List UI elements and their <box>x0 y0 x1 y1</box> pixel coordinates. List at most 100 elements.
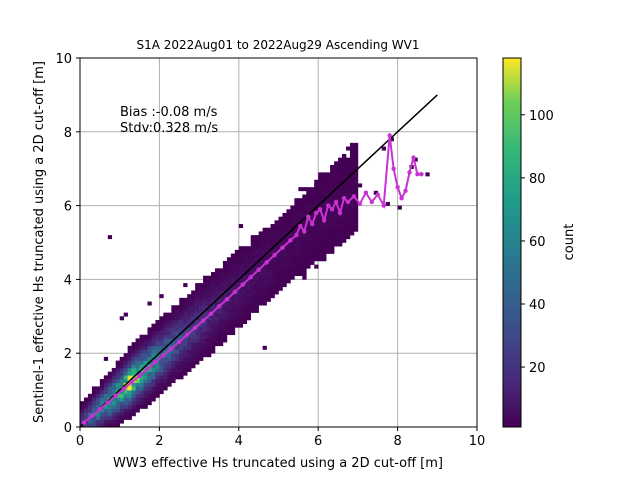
heatmap-cell <box>135 404 140 409</box>
heatmap-cell <box>191 349 196 354</box>
heatmap-cell <box>195 334 200 339</box>
heatmap-cell <box>139 401 144 406</box>
heatmap-cell <box>175 349 180 354</box>
mean-curve-point <box>192 325 198 330</box>
heatmap-cell <box>254 275 259 280</box>
heatmap-cell <box>131 353 136 358</box>
heatmap-cell <box>111 412 117 417</box>
heatmap-cell <box>306 242 311 247</box>
heatmap-cell <box>349 183 355 188</box>
heatmap-cell <box>310 249 315 254</box>
mean-curve-point <box>121 386 126 392</box>
heatmap-cell <box>147 367 152 372</box>
heatmap-cell <box>167 327 172 332</box>
heatmap-cell <box>294 220 299 225</box>
heatmap-cell <box>222 279 228 284</box>
heatmap-cell <box>167 319 172 324</box>
heatmap-cell <box>250 249 255 254</box>
heatmap-cell <box>298 260 303 265</box>
heatmap-cell <box>242 294 248 299</box>
heatmap-cell <box>345 194 351 199</box>
heatmap-cell <box>119 379 124 384</box>
heatmap-cell <box>135 408 140 413</box>
heatmap-cell <box>203 334 208 339</box>
heatmap-cell <box>334 190 339 195</box>
heatmap-cell <box>326 172 331 177</box>
heatmap-cell <box>175 360 180 365</box>
heatmap-cell <box>175 371 180 376</box>
heatmap-cell <box>302 268 307 273</box>
heatmap-cell <box>413 157 418 162</box>
heatmap-cell <box>211 319 216 324</box>
heatmap-cell <box>278 272 283 277</box>
heatmap-cell <box>262 231 267 236</box>
heatmap-cell <box>274 220 279 225</box>
heatmap-cell <box>191 297 196 302</box>
heatmap-cell <box>254 283 259 288</box>
heatmap-cell <box>306 231 311 236</box>
heatmap-cell <box>282 257 287 262</box>
heatmap-cell <box>143 397 148 402</box>
mean-curve-point <box>240 282 245 287</box>
heatmap-cell <box>123 401 128 406</box>
heatmap-cell <box>111 404 117 409</box>
heatmap-cell <box>123 404 128 409</box>
heatmap-cell <box>214 316 220 321</box>
heatmap-cell <box>298 227 303 232</box>
colorbar-tick-label: 80 <box>529 172 546 187</box>
heatmap-cell <box>99 412 105 417</box>
mean-curve-point <box>325 203 331 208</box>
heatmap-cell <box>222 283 228 288</box>
heatmap-cell <box>274 260 279 265</box>
heatmap-cell <box>238 305 244 310</box>
heatmap-cell <box>199 356 204 361</box>
heatmap-cell <box>282 231 287 236</box>
heatmap-cell <box>199 349 204 354</box>
heatmap-cell <box>258 290 263 295</box>
mean-curve-point <box>333 199 339 205</box>
mean-curve-point <box>363 190 369 195</box>
mean-curve-point <box>387 133 392 138</box>
heatmap-cell <box>349 168 355 173</box>
mean-curve-point <box>345 199 351 205</box>
x-tick-label: 10 <box>469 434 486 449</box>
heatmap-cell <box>143 345 148 350</box>
heatmap-cell <box>147 338 152 343</box>
heatmap-cell <box>203 345 208 350</box>
heatmap-cell <box>119 419 124 424</box>
heatmap-cell <box>179 356 184 361</box>
heatmap-cell <box>167 360 172 365</box>
heatmap-cell <box>80 412 85 417</box>
heatmap-cell <box>83 401 89 406</box>
heatmap-cell <box>214 338 220 343</box>
heatmap-cell <box>191 345 196 350</box>
heatmap-cell <box>175 364 180 369</box>
heatmap-cell <box>322 246 327 251</box>
heatmap-cell <box>250 246 255 251</box>
heatmap-cell <box>163 349 168 354</box>
heatmap-cell <box>302 220 307 225</box>
heatmap-cell <box>99 415 105 420</box>
heatmap-cell <box>119 390 124 395</box>
heatmap-cell <box>183 331 188 336</box>
heatmap-cell <box>342 153 347 158</box>
heatmap-cell <box>314 220 319 225</box>
heatmap-cell <box>246 257 252 262</box>
mean-curve-point <box>248 274 253 280</box>
heatmap-cell <box>349 187 355 192</box>
heatmap-cell <box>310 198 315 203</box>
heatmap-cell <box>151 390 156 395</box>
heatmap-cell <box>345 205 351 210</box>
heatmap-cell <box>270 227 275 232</box>
heatmap-cell <box>131 390 136 395</box>
heatmap-cell <box>266 268 271 273</box>
heatmap-cell <box>278 227 283 232</box>
heatmap-cell <box>318 216 323 221</box>
heatmap-cell <box>214 319 220 324</box>
heatmap-cell <box>179 360 184 365</box>
heatmap-cell <box>385 201 390 206</box>
heatmap-cell <box>330 249 335 254</box>
heatmap-cell <box>195 286 200 291</box>
heatmap-cell <box>155 319 160 324</box>
heatmap-cell <box>103 379 109 384</box>
